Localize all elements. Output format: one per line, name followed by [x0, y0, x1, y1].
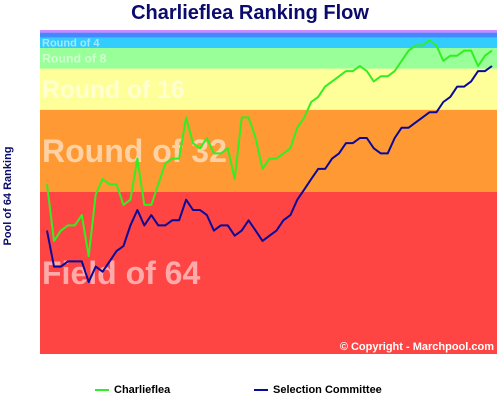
series-lines	[46, 39, 493, 283]
legend-swatch-charlieflea	[95, 389, 109, 391]
ranking-bands	[40, 30, 497, 354]
series-line-0	[46, 39, 493, 258]
band-label-1: Round of 32	[42, 133, 227, 169]
series-line-1	[46, 65, 493, 283]
band-1	[40, 109, 497, 192]
legend-item-selection-committee: Selection Committee	[254, 383, 382, 397]
copyright-notice: © Copyright - Marchpool.com	[340, 341, 494, 353]
band-2	[40, 68, 497, 110]
legend-swatch-selection-committee	[254, 389, 268, 391]
band-6	[40, 30, 497, 33]
y-axis-label: Pool of 64 Ranking	[2, 146, 14, 246]
band-4	[40, 37, 497, 48]
band-5	[40, 32, 497, 38]
band-3	[40, 48, 497, 69]
legend-item-charlieflea: Charlieflea	[95, 383, 170, 397]
band-0	[40, 192, 497, 354]
legend-label-charlieflea: Charlieflea	[114, 384, 171, 396]
band-label-0: Field of 64	[42, 255, 200, 291]
legend-label-selection-committee: Selection Committee	[273, 384, 382, 396]
band-label-2: Round of 16	[42, 77, 185, 104]
chart-title: Charlieflea Ranking Flow	[131, 2, 369, 24]
band-label-3: Round of 8	[42, 52, 107, 66]
band-label-4: Round of 4	[42, 38, 100, 50]
